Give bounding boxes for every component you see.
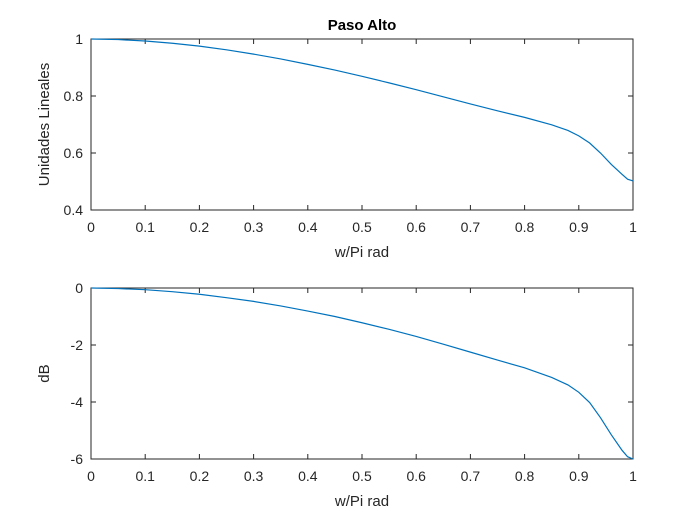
chart-title: Paso Alto bbox=[328, 17, 397, 34]
x-tick-label: 0.1 bbox=[135, 219, 155, 235]
y-tick-label: 0 bbox=[75, 280, 83, 296]
x-tick-label: 0.7 bbox=[461, 468, 481, 484]
plot-linear: 0 0.1 0.2 0.3 0.4 0.5 0.6 0.7 0.8 0.9 1 0.4 0.6 0.8 1 w… bbox=[36, 17, 637, 261]
y-tick-label: -4 bbox=[71, 394, 84, 410]
series-line bbox=[90, 287, 634, 460]
y-tick-label: 1 bbox=[75, 31, 83, 47]
series-line bbox=[90, 38, 634, 182]
x-tick-label: 0 bbox=[87, 219, 95, 235]
x-tick-label: 0.8 bbox=[515, 219, 535, 235]
x-tick-label: 1 bbox=[629, 219, 637, 235]
x-tick-label: 0.3 bbox=[244, 468, 264, 484]
x-tick-label: 0.7 bbox=[461, 219, 481, 235]
y-axis-label: dB bbox=[36, 364, 53, 382]
x-axis-label: w/Pi rad bbox=[334, 244, 389, 261]
x-tick-label: 0 bbox=[87, 468, 95, 484]
y-tick-label: -2 bbox=[71, 337, 84, 353]
x-tick-label: 0.3 bbox=[244, 219, 264, 235]
x-tick-label: 0.8 bbox=[515, 468, 535, 484]
x-tick-label: 0.2 bbox=[190, 468, 210, 484]
x-tick-label: 0.2 bbox=[190, 219, 210, 235]
x-tick-label: 0.5 bbox=[352, 468, 372, 484]
y-tick-label: 0.8 bbox=[64, 88, 84, 104]
x-tick-label: 0.5 bbox=[352, 219, 372, 235]
y-tick-label: 0.6 bbox=[64, 145, 84, 161]
axes-box bbox=[90, 287, 634, 460]
x-axis-label: w/Pi rad bbox=[334, 493, 389, 510]
x-tick-label: 0.6 bbox=[406, 219, 426, 235]
x-tick-label: 0.9 bbox=[569, 468, 589, 484]
x-tick-label: 0.4 bbox=[298, 468, 318, 484]
x-tick-label: 0.4 bbox=[298, 219, 318, 235]
x-tick-label: 0.1 bbox=[135, 468, 155, 484]
y-tick-label: 0.4 bbox=[64, 202, 84, 218]
y-axis-label: Unidades Lineales bbox=[36, 63, 53, 186]
y-tick-label: -6 bbox=[71, 451, 84, 467]
x-tick-label: 1 bbox=[629, 468, 637, 484]
plot-db: 0 0.1 0.2 0.3 0.4 0.5 0.6 0.7 0.8 0.9 1 -6 -4 -2 0 w/Pi… bbox=[36, 280, 637, 510]
x-tick-label: 0.6 bbox=[406, 468, 426, 484]
x-tick-label: 0.9 bbox=[569, 219, 589, 235]
